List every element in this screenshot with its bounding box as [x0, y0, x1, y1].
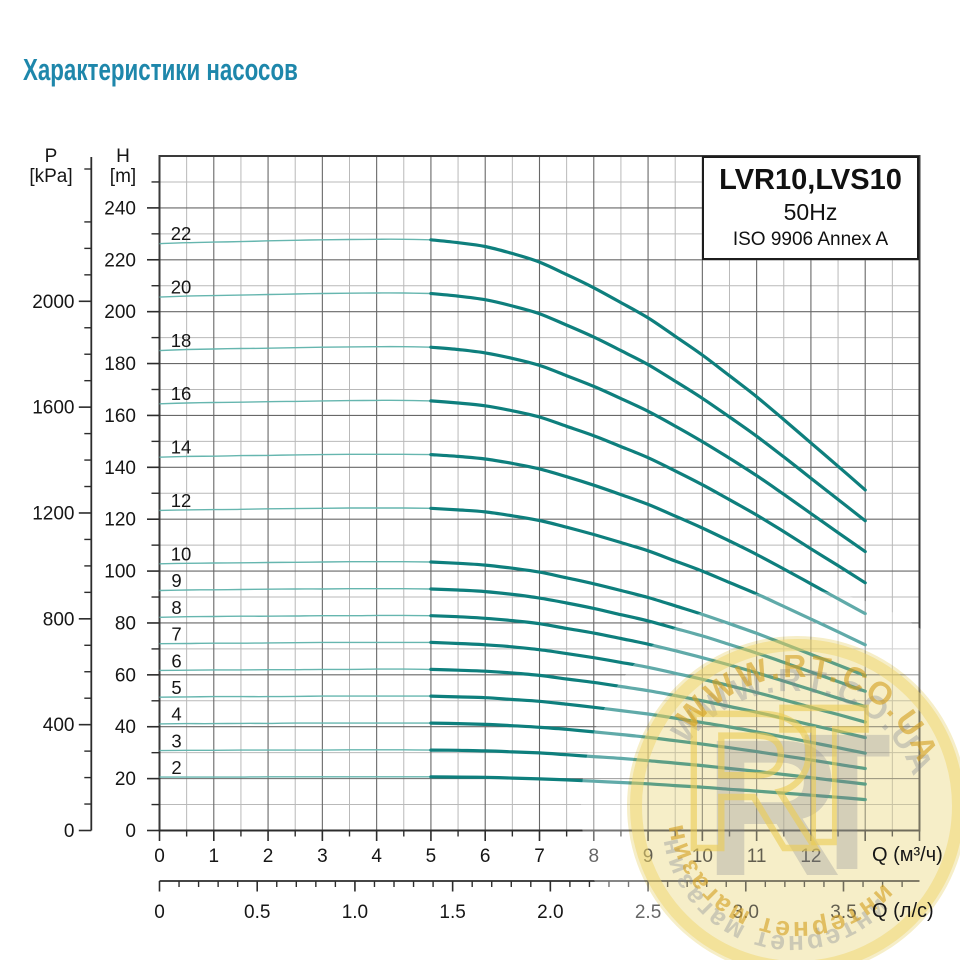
pump-curve-16 [429, 399, 867, 585]
flow-axis-ls-tick-label: 2.5 [635, 902, 661, 923]
pump-curve-thin-20 [159, 292, 431, 298]
head-axis-tick-label: 180 [104, 354, 136, 375]
head-axis: 0 20 40 60 80 100 120 140 160 180 200 220 240 [104, 181, 160, 842]
pump-curve-thin-3 [159, 749, 431, 752]
info-box-frequency: 50Hz [783, 199, 838, 225]
flow-axis-ls-tick-label: 2.0 [537, 902, 563, 923]
head-axis-tick-label: 40 [115, 717, 136, 738]
flow-axis-title-m3h: Q (м³/ч) [872, 844, 943, 866]
info-box: LVR10,LVS10 50Hz ISO 9906 Annex A [702, 156, 919, 260]
curve-label-5: 5 [171, 677, 181, 698]
curve-label-6: 6 [171, 650, 181, 671]
pump-curve-20 [429, 291, 867, 523]
watermark-monogram-shadow-r: R [704, 699, 842, 917]
info-box-model: LVR10,LVS10 [719, 164, 902, 196]
flow-axis-m3h-tick-label: 0 [154, 846, 165, 867]
pump-curve-thin-12 [159, 507, 431, 512]
head-axis-unit: [m] [109, 166, 137, 187]
flow-axis-ls-tick-label: 0.5 [244, 902, 270, 923]
flow-axis-m3h-tick-label: 5 [426, 846, 437, 867]
flow-axis-m3h-tick-label: 3 [317, 846, 328, 867]
watermark-disc [627, 636, 960, 960]
flow-axis-ls-tick-label: 0 [154, 902, 165, 923]
pump-curve-thin-8 [159, 614, 431, 618]
head-axis-header: H [116, 146, 130, 167]
curve-label-9: 9 [171, 570, 181, 591]
watermark-ring [630, 639, 960, 960]
curve-label-22: 22 [171, 223, 192, 244]
pump-curve-thin-5 [159, 695, 431, 698]
head-axis-tick-label: 240 [104, 198, 136, 219]
head-axis-tick-label: 220 [104, 250, 136, 271]
page-title: Характеристики насосов [23, 52, 298, 87]
curve-label-14: 14 [171, 437, 192, 458]
pump-curve-thin-16 [159, 399, 431, 405]
head-axis-tick-label: 120 [104, 510, 136, 531]
flow-axis-ls-tick-label: 1.5 [439, 902, 465, 923]
head-axis-tick-label: 60 [115, 665, 136, 686]
flow-axis-m3h-tick-label: 8 [588, 846, 599, 867]
head-axis-tick-label: 140 [104, 458, 136, 479]
pressure-axis-header: P [44, 146, 58, 167]
head-axis-tick-label: 200 [104, 302, 136, 323]
curve-label-8: 8 [171, 597, 181, 618]
pump-curve-thin-10 [159, 561, 431, 565]
flow-axis-title-ls: Q (л/с) [872, 900, 934, 922]
curve-label-18: 18 [171, 330, 192, 351]
info-box-standard: ISO 9906 Annex A [732, 229, 889, 250]
watermark-monogram: RT [678, 663, 872, 894]
pressure-axis-tick-label: 0 [64, 821, 75, 842]
pump-curve-thin-18 [159, 345, 431, 352]
pressure-axis-tick-label: 1600 [32, 398, 74, 419]
pump-curve-14 [429, 453, 867, 616]
pump-curve-thin-7 [159, 641, 431, 645]
pump-curve-thin-6 [159, 668, 431, 672]
pressure-axis-tick-label: 2000 [32, 292, 74, 313]
curve-label-7: 7 [171, 624, 181, 645]
pump-curve-18 [429, 345, 867, 554]
flow-axis-m3h-tick-label: 2 [263, 846, 274, 867]
pump-curve-12 [429, 506, 867, 647]
curve-label-12: 12 [171, 490, 192, 511]
pressure-axis-tick-label: 800 [43, 609, 75, 630]
flow-axis-m3h-tick-label: 7 [534, 846, 545, 867]
flow-axis-m3h-tick-label: 4 [371, 846, 382, 867]
head-axis-tick-label: 80 [115, 613, 136, 634]
curve-label-10: 10 [171, 543, 192, 564]
watermark-monogram-shadow-t: T [803, 693, 891, 911]
curve-label-2: 2 [171, 757, 181, 778]
pressure-axis-tick-label: 1200 [32, 503, 74, 524]
pressure-axis-tick-label: 400 [43, 715, 75, 736]
flow-axis-m3h-tick-label: 6 [480, 846, 491, 867]
watermark-monogram-shadow: RT [704, 693, 891, 917]
curve-label-20: 20 [171, 276, 192, 297]
head-axis-tick-label: 100 [104, 562, 136, 583]
curve-label-16: 16 [171, 383, 192, 404]
pump-curve-thin-9 [159, 588, 431, 592]
pump-curve-thin-22 [159, 238, 431, 245]
watermark-monogram-t: T [780, 666, 868, 884]
watermark-monogram-r: R [681, 672, 819, 890]
flow-axis-m3h-tick-label: 1 [208, 846, 219, 867]
head-axis-tick-label: 20 [115, 769, 136, 790]
pump-curve-thin-14 [159, 453, 431, 458]
pressure-axis-unit: [kPa] [29, 166, 73, 187]
flow-axis-ls-tick-label: 1.0 [342, 902, 368, 923]
pressure-axis: 0 400 800 1200 1600 2000 [32, 157, 93, 842]
head-axis-tick-label: 0 [125, 821, 136, 842]
head-axis-tick-label: 160 [104, 406, 136, 427]
curve-label-4: 4 [171, 704, 181, 725]
pump-curve-22 [429, 238, 867, 492]
curve-label-3: 3 [171, 730, 181, 751]
pump-curve-thin-4 [159, 722, 431, 725]
